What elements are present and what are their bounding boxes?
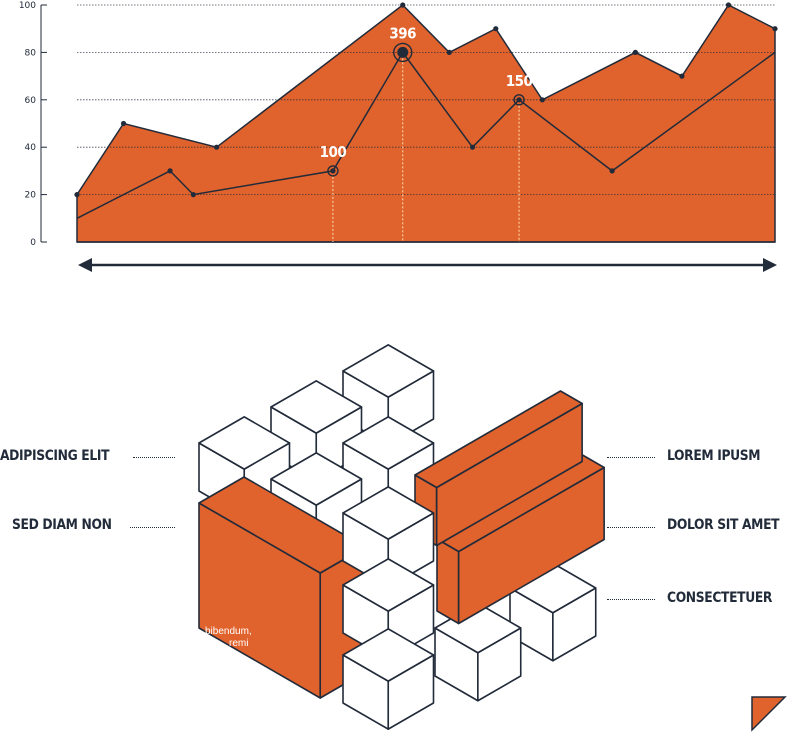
area-point xyxy=(214,144,220,150)
label-consectetuer: CONSECTETUER xyxy=(667,590,773,606)
box-top-face xyxy=(342,628,435,682)
y-tick-label: 60 xyxy=(25,96,37,106)
label-dolor-sit-amet: DOLOR SIT AMET xyxy=(667,517,780,533)
box-top-face xyxy=(342,486,435,540)
box-top-face xyxy=(270,452,363,506)
isometric-block-stack xyxy=(198,344,605,730)
leader-line xyxy=(133,457,175,458)
area-point xyxy=(493,26,499,32)
line-point xyxy=(190,192,196,198)
corner-triangle-icon xyxy=(751,696,787,732)
timeline-arrow xyxy=(78,258,777,272)
box-front-face xyxy=(436,538,460,625)
label-adipiscing-elit: ADIPISCING ELIT xyxy=(0,448,110,464)
box-top-face xyxy=(414,390,583,489)
overlay-blurb: bibendum, remi xyxy=(205,626,285,650)
annotation-label: 100 xyxy=(320,143,347,161)
box-top-face xyxy=(198,416,291,470)
box-top-face xyxy=(342,416,435,470)
annotation-ring xyxy=(393,42,413,63)
white-cube xyxy=(342,628,435,730)
annotation-marker xyxy=(397,46,409,58)
area-point xyxy=(772,26,778,32)
annotation-marker xyxy=(516,97,522,103)
y-tick-label: 20 xyxy=(25,191,37,201)
line-point xyxy=(167,168,173,174)
line-point xyxy=(609,168,615,174)
area-point xyxy=(120,120,127,127)
big-number: 32 xyxy=(30,618,128,702)
y-axis: 0 20 40 60 80 100 xyxy=(19,1,775,248)
grid-lines xyxy=(77,4,775,196)
leader-line xyxy=(607,599,655,600)
annotation-ring xyxy=(513,94,525,106)
area-chart: 0 20 40 60 80 100 100 396 150 xyxy=(19,1,778,248)
y-tick-label: 0 xyxy=(30,238,36,248)
y-tick-label: 40 xyxy=(25,143,37,153)
orange-bar xyxy=(436,454,605,625)
blurb-line: bibendum, xyxy=(205,626,252,637)
line-point xyxy=(469,144,476,150)
area-point xyxy=(679,73,685,79)
leader-line xyxy=(130,527,175,528)
annotation-ring xyxy=(327,165,339,177)
y-tick-label: 80 xyxy=(25,48,37,58)
annotations: 100 396 150 xyxy=(320,24,533,242)
label-sed-diam-non: SED DIAM NON xyxy=(12,517,112,533)
box-top-face xyxy=(342,344,435,398)
blurb-line: remi xyxy=(229,638,249,649)
label-lorem-ipusm: LOREM IPUSM xyxy=(667,448,761,464)
annotation-label: 396 xyxy=(389,24,416,42)
area-point xyxy=(400,2,406,8)
box-top-face xyxy=(342,558,435,612)
y-tick-label: 100 xyxy=(19,1,36,11)
leader-line xyxy=(607,527,655,528)
leader-line xyxy=(607,457,655,458)
box-top-face xyxy=(270,380,363,434)
annotation-marker xyxy=(330,168,336,174)
annotation-label: 150 xyxy=(506,72,533,90)
area-series xyxy=(76,4,776,243)
area-series-layer xyxy=(74,2,778,243)
